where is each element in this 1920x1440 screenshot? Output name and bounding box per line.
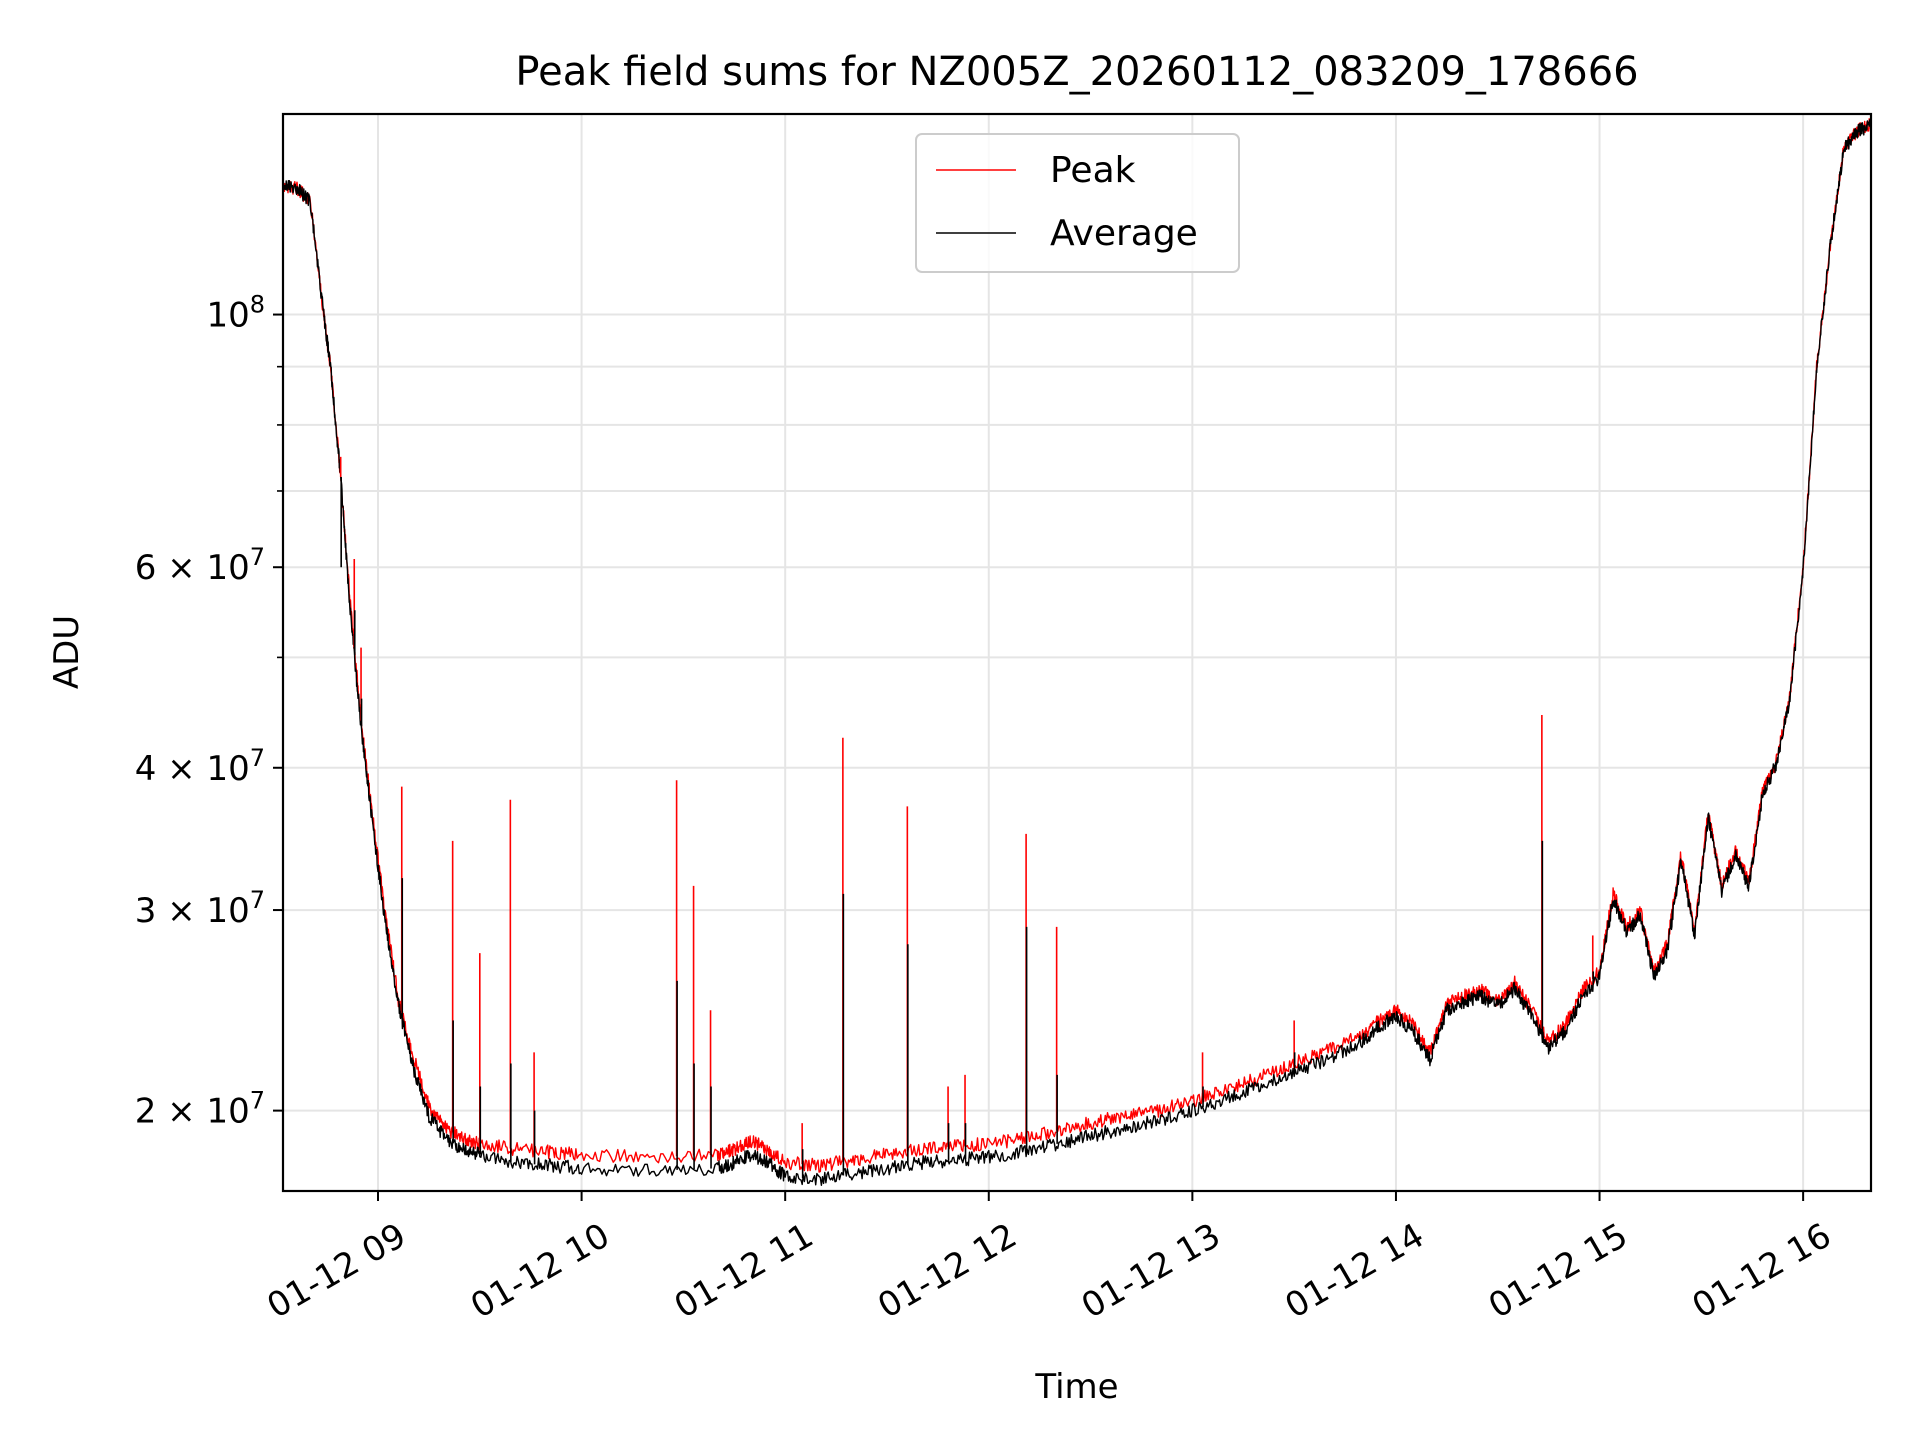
y-tick-mantissa: 2 × 10 xyxy=(135,1092,250,1132)
y-tick-label: 3 × 107 xyxy=(135,886,265,931)
y-tick-label: 108 xyxy=(206,291,265,336)
chart-title: Peak field sums for NZ005Z_20260112_0832… xyxy=(515,49,1638,95)
series-line-average xyxy=(283,119,1871,1186)
legend-box xyxy=(915,133,1240,273)
plot-frame xyxy=(281,112,1873,1193)
y-tick-mantissa: 4 × 10 xyxy=(135,749,250,789)
y-axis-label: ADU xyxy=(47,615,87,689)
y-tick-exponent: 7 xyxy=(250,543,265,571)
y-tick-mantissa: 3 × 10 xyxy=(135,891,250,931)
y-tick-exponent: 8 xyxy=(250,291,265,319)
x-axis-label: Time xyxy=(1034,1367,1118,1407)
legend-label-average: Average xyxy=(1050,213,1198,254)
legend-label-peak: Peak xyxy=(1050,150,1136,191)
y-tick-label: 6 × 107 xyxy=(135,543,265,588)
grid-lines xyxy=(283,114,1871,1191)
y-tick-exponent: 7 xyxy=(250,886,265,914)
y-tick-mantissa: 10 xyxy=(206,296,249,336)
y-tick-mantissa: 6 × 10 xyxy=(135,548,250,588)
y-tick-label: 2 × 107 xyxy=(135,1087,265,1132)
spike-group xyxy=(339,456,1595,1179)
y-tick-label: 4 × 107 xyxy=(135,744,265,789)
legend: Peak Average xyxy=(915,133,1240,273)
y-tick-exponent: 7 xyxy=(250,744,265,772)
y-tick-exponent: 7 xyxy=(250,1087,265,1115)
